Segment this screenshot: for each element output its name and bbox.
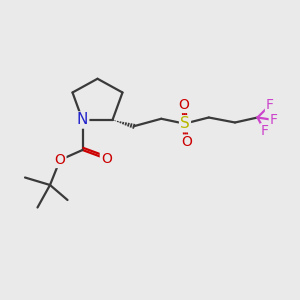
Text: F: F (266, 98, 274, 112)
Text: O: O (101, 152, 112, 166)
Text: N: N (77, 112, 88, 128)
Text: O: O (55, 153, 65, 167)
Text: O: O (178, 98, 189, 112)
Text: O: O (181, 136, 192, 149)
Text: F: F (261, 124, 269, 138)
Text: S: S (180, 116, 190, 131)
Text: F: F (270, 113, 278, 127)
